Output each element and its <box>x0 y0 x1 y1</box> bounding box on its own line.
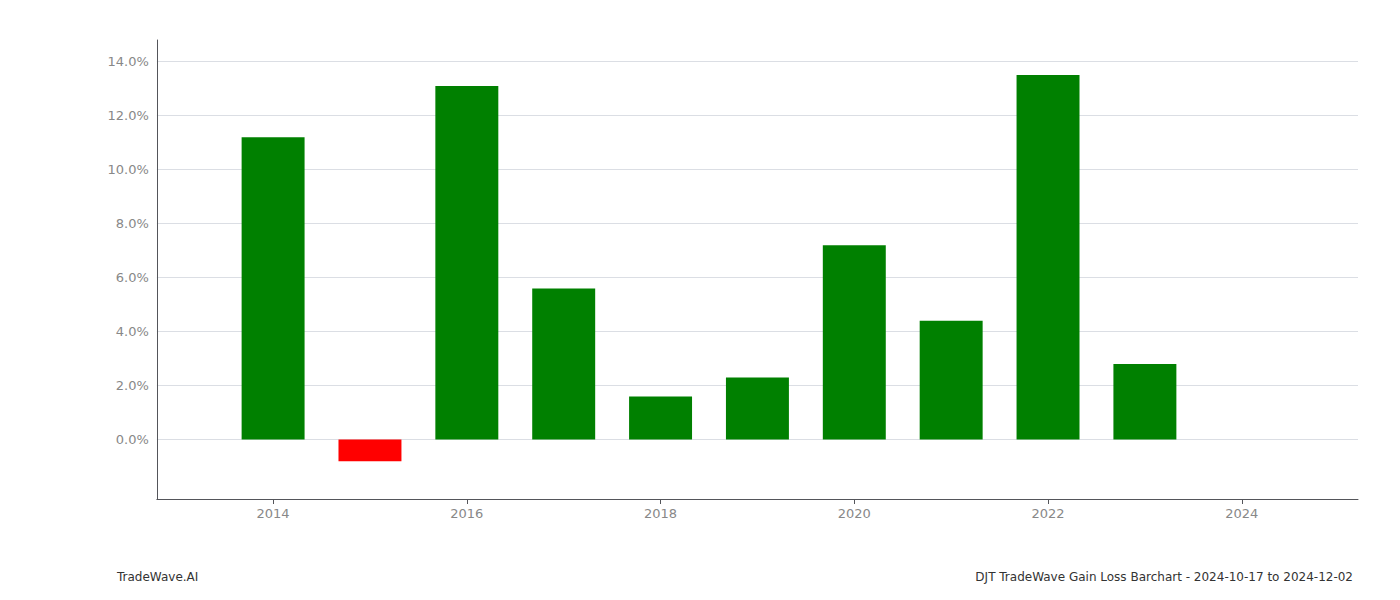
svg-text:2014: 2014 <box>257 506 290 521</box>
svg-text:0.0%: 0.0% <box>116 432 149 447</box>
svg-text:2018: 2018 <box>644 506 677 521</box>
svg-text:14.0%: 14.0% <box>108 54 149 69</box>
svg-text:2020: 2020 <box>838 506 871 521</box>
svg-text:8.0%: 8.0% <box>116 216 149 231</box>
svg-text:DJT TradeWave Gain Loss Barcha: DJT TradeWave Gain Loss Barchart - 2024-… <box>975 570 1353 584</box>
svg-text:4.0%: 4.0% <box>116 324 149 339</box>
svg-text:12.0%: 12.0% <box>108 108 149 123</box>
svg-text:2016: 2016 <box>450 506 483 521</box>
svg-text:TradeWave.AI: TradeWave.AI <box>116 570 198 584</box>
svg-text:2.0%: 2.0% <box>116 378 149 393</box>
svg-text:10.0%: 10.0% <box>108 162 149 177</box>
svg-text:2022: 2022 <box>1031 506 1064 521</box>
svg-text:2024: 2024 <box>1225 506 1258 521</box>
svg-text:6.0%: 6.0% <box>116 270 149 285</box>
